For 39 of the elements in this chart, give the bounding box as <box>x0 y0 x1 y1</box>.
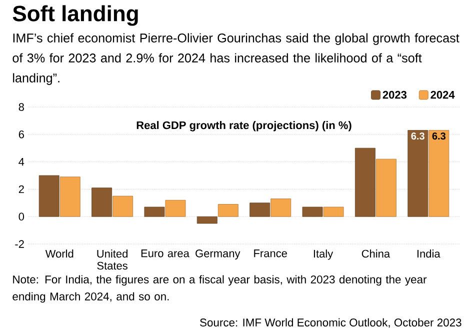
bar <box>112 196 134 217</box>
annotation: Real GDP growth rate (projections) (in %) <box>136 121 352 132</box>
bar <box>60 176 80 217</box>
text: Note: For India, the figures are on a fiscal year basis, with 2023 denoting the year ending March 2024, and so on. <box>12 275 427 303</box>
bar <box>323 206 344 217</box>
x-tick-label: France <box>254 250 287 258</box>
y-tick-label: 0 <box>18 212 24 220</box>
source-note: Source: IMF World Economic Outlook, October 2023 <box>200 318 462 328</box>
bar <box>408 130 428 217</box>
x-tick-label: World <box>45 250 74 258</box>
bar <box>196 216 218 224</box>
y-tick-label: 2 <box>18 185 24 194</box>
y-tick-label: 8 <box>18 103 24 111</box>
bar <box>428 130 450 217</box>
bar <box>38 175 60 217</box>
x-tick-label: United States <box>97 250 128 270</box>
chart-subtitle: IMF’s chief economist Pierre-Olivier Gourinchas said the global growth forecast of 3% for 2023 and 2.9% for 2024 has increased the likelihood of a “soft landing”. <box>12 33 460 85</box>
y-tick-label: 4 <box>18 158 24 166</box>
x-tick-label: Germany <box>196 250 240 260</box>
y-tick-label: -2 <box>15 240 24 248</box>
data-label: 6.3 <box>432 132 446 140</box>
bar <box>354 148 376 217</box>
bar <box>165 200 186 217</box>
x-tick-label: Euro area <box>141 250 190 258</box>
bar <box>92 188 112 217</box>
bar <box>302 206 323 217</box>
x-tick-label: India <box>417 250 440 258</box>
bar <box>270 198 292 217</box>
bar <box>218 204 238 217</box>
x-tick-label: China <box>362 250 390 258</box>
chart-title: Soft landing <box>12 5 138 26</box>
x-tick-label: Italy <box>314 250 334 260</box>
data-label: 6.3 <box>411 132 424 140</box>
bar <box>144 206 165 217</box>
bar <box>376 158 396 217</box>
legend-label: 2024 <box>430 90 455 99</box>
legend-label: 2023 <box>382 90 407 99</box>
y-tick-label: 6 <box>18 130 24 138</box>
bar <box>250 202 270 217</box>
